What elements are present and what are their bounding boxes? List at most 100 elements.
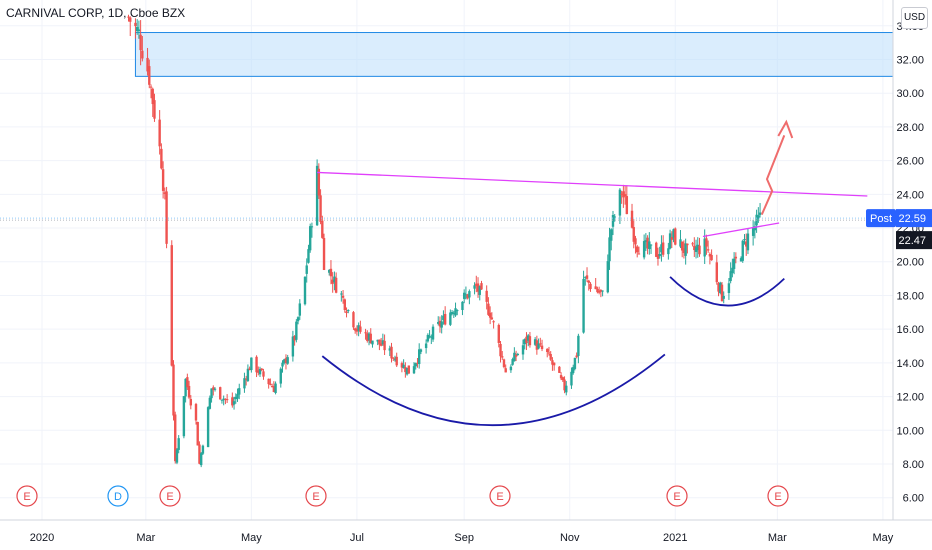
resistance-trendline[interactable] xyxy=(317,171,868,197)
event-marker-earnings[interactable] xyxy=(489,485,511,507)
candle-body xyxy=(570,371,573,386)
handle-resistance-line[interactable] xyxy=(702,222,780,238)
candle-body xyxy=(573,357,577,369)
candle-body xyxy=(366,333,369,341)
candle-body xyxy=(656,254,660,259)
candle-body xyxy=(622,191,625,198)
candle-body xyxy=(608,237,611,262)
candle-body xyxy=(758,212,762,215)
price-tick-label: 14.00 xyxy=(896,358,924,370)
candle-body xyxy=(257,370,260,373)
candle-body xyxy=(450,311,454,315)
candle-body xyxy=(478,286,481,295)
candle-body xyxy=(549,354,552,360)
candle-body xyxy=(438,320,442,327)
candle-body xyxy=(582,278,585,333)
candle-body xyxy=(684,243,687,256)
price-tick-label: 10.00 xyxy=(896,425,924,437)
candle-body xyxy=(412,366,416,374)
candle-body xyxy=(660,244,663,253)
candle-body xyxy=(244,378,248,380)
candle-body xyxy=(224,398,227,400)
candle-body xyxy=(431,326,435,340)
candle-body xyxy=(634,238,637,245)
price-tick-label: 26.00 xyxy=(896,156,924,168)
target-arrow-path[interactable] xyxy=(760,134,786,215)
event-marker-earnings[interactable] xyxy=(305,485,327,507)
candle-body xyxy=(340,293,343,295)
candle-body xyxy=(644,240,648,243)
price-tick-label: 18.00 xyxy=(896,290,924,302)
price-tick-label: 6.00 xyxy=(903,493,924,505)
candle-body xyxy=(468,291,471,298)
candle-body xyxy=(729,271,732,282)
event-marker-label: D xyxy=(114,491,122,503)
event-marker-label: E xyxy=(496,491,503,503)
candle-body xyxy=(584,276,587,278)
event-marker-earnings[interactable] xyxy=(159,485,181,507)
candle-body xyxy=(540,345,544,350)
candle-body xyxy=(428,335,431,337)
event-marker-dividend[interactable] xyxy=(107,485,129,507)
candle-body xyxy=(329,268,333,277)
candle-body xyxy=(231,397,234,406)
candle-body xyxy=(599,289,603,292)
event-marker-label: E xyxy=(166,491,173,503)
candle-body xyxy=(648,241,651,250)
candle-body xyxy=(757,215,760,219)
candle-body xyxy=(319,195,322,222)
candle-body xyxy=(165,191,168,244)
candle-body xyxy=(513,352,516,362)
title-sep-2: , xyxy=(123,6,130,20)
supply-zone-box[interactable] xyxy=(134,32,894,77)
candle-body xyxy=(206,407,210,448)
post-badge-label: Post xyxy=(870,213,892,225)
candle-body xyxy=(279,368,282,384)
time-tick-label: 2020 xyxy=(30,532,54,544)
candle-body xyxy=(392,357,395,359)
event-marker-earnings[interactable] xyxy=(666,485,688,507)
candle-body xyxy=(172,364,175,416)
handle-pattern-curve[interactable] xyxy=(669,276,785,307)
candle-body xyxy=(611,214,615,227)
event-marker-earnings[interactable] xyxy=(767,485,789,507)
currency-button[interactable]: USD xyxy=(901,7,928,29)
candle-body xyxy=(501,356,504,358)
candle-body xyxy=(696,244,699,251)
candle-body xyxy=(272,386,276,393)
candle-body xyxy=(414,363,417,367)
candle-body xyxy=(161,169,165,191)
candle-body xyxy=(504,368,507,373)
candle-body xyxy=(462,292,466,299)
candle-body xyxy=(347,310,350,312)
candle-body xyxy=(533,339,537,345)
candle-body xyxy=(219,387,222,400)
candle-body xyxy=(295,321,298,340)
candle-body xyxy=(449,312,452,325)
time-tick-label: 2021 xyxy=(663,532,687,544)
cup-pattern-curve[interactable] xyxy=(321,353,666,427)
candle-body xyxy=(537,343,540,349)
candle-body xyxy=(426,334,430,342)
candle-body xyxy=(649,244,653,246)
candle-body xyxy=(442,315,445,321)
event-marker-label: E xyxy=(774,491,781,503)
candle-body xyxy=(618,189,622,216)
event-marker-label: E xyxy=(23,491,30,503)
candle-body xyxy=(163,192,167,194)
candle-body xyxy=(547,352,551,354)
candle-body xyxy=(610,229,613,241)
candle-body xyxy=(322,237,326,271)
candle-body xyxy=(490,317,494,320)
candle-body xyxy=(269,383,272,385)
time-tick-label: May xyxy=(873,532,894,544)
post-price-value: 22.59 xyxy=(898,213,926,225)
event-marker-earnings[interactable] xyxy=(16,485,38,507)
candle-body xyxy=(667,248,670,255)
candle-body xyxy=(148,66,151,85)
candle-body xyxy=(658,254,661,257)
candle-body xyxy=(559,375,563,379)
candle-body xyxy=(177,438,180,450)
